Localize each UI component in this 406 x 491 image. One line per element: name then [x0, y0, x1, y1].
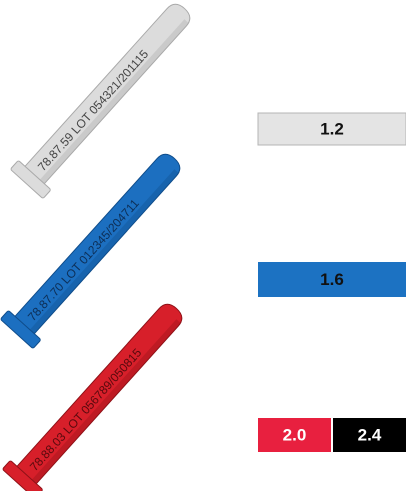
size-label: 1.2 [320, 119, 344, 138]
stick-shade [37, 19, 189, 187]
engraving: 78.87.59 LOT 054321/201115 [35, 47, 151, 174]
size-box [258, 418, 331, 452]
stick-foot [2, 460, 43, 491]
size-label: 2.0 [283, 425, 307, 444]
size-box [333, 418, 406, 452]
engraving: 78.87.70 LOT 012345/204711 [25, 196, 142, 324]
stick-body [11, 153, 181, 338]
stick-foot [0, 310, 41, 349]
size-label: 1.6 [320, 270, 344, 289]
stick-body [13, 303, 183, 488]
stick-foot [10, 160, 51, 199]
stick-shade [29, 319, 181, 487]
engraving: 78.88.03 LOT 056789/050815 [27, 345, 145, 473]
stick-body [21, 3, 191, 188]
size-box [257, 112, 406, 146]
size-box [258, 262, 406, 297]
stick-shade [27, 169, 179, 337]
size-label: 2.4 [358, 425, 382, 444]
